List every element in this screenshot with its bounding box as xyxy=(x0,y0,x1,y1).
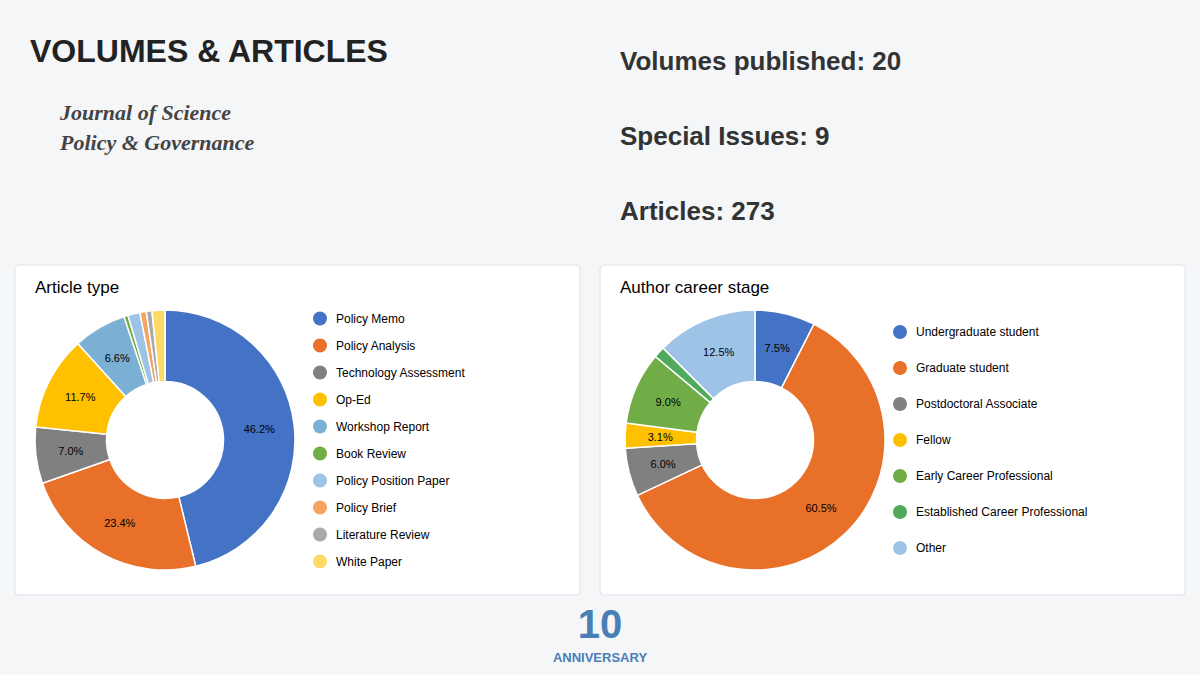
legend-swatch xyxy=(893,505,907,519)
chart-title: Article type xyxy=(35,278,119,297)
legend-label: Literature Review xyxy=(336,528,430,542)
legend-swatch xyxy=(893,433,907,447)
data-label: 9.0% xyxy=(656,396,681,408)
legend-label: Op-Ed xyxy=(336,393,371,407)
legend-item: Literature Review xyxy=(313,528,430,542)
legend-item: Book Review xyxy=(313,447,406,461)
legend-swatch xyxy=(893,325,907,339)
legend-item: Postdoctoral Associate xyxy=(893,397,1038,411)
legend-item: Workshop Report xyxy=(313,420,430,434)
legend-swatch xyxy=(313,474,327,488)
legend: Policy Memo Policy Analysis Technology Ass… xyxy=(313,312,465,569)
chart-title: Author career stage xyxy=(620,278,769,297)
legend-label: Undergraduate student xyxy=(916,325,1039,339)
legend-label: Technology Assessment xyxy=(336,366,465,380)
slice xyxy=(625,444,702,496)
slice xyxy=(42,459,195,570)
data-label: 12.5% xyxy=(703,346,734,358)
legend-label: Policy Position Paper xyxy=(336,474,449,488)
legend-swatch xyxy=(313,393,327,407)
legend-swatch xyxy=(313,366,327,380)
legend-item: White Paper xyxy=(313,555,402,569)
data-label: 7.5% xyxy=(765,342,790,354)
title: VOLUMES & ARTICLES xyxy=(30,33,388,69)
legend-item: Policy Analysis xyxy=(313,339,415,353)
anniversary-number: 10 xyxy=(578,602,623,646)
legend-label: Policy Memo xyxy=(336,312,405,326)
legend-swatch xyxy=(893,397,907,411)
subtitle: Journal of Science Policy & Governance xyxy=(59,100,255,155)
legend-swatch xyxy=(893,361,907,375)
legend-swatch xyxy=(893,541,907,555)
legend-label: Graduate student xyxy=(916,361,1009,375)
panel-background xyxy=(15,265,580,595)
legend-swatch xyxy=(313,555,327,569)
legend-swatch xyxy=(313,312,327,326)
panel-background xyxy=(600,265,1185,595)
legend-label: Workshop Report xyxy=(336,420,430,434)
legend-item: Established Career Professional xyxy=(893,505,1087,519)
legend-label: White Paper xyxy=(336,555,402,569)
legend-swatch xyxy=(893,469,907,483)
legend-item: Undergraduate student xyxy=(893,325,1039,339)
legend-label: Policy Brief xyxy=(336,501,397,515)
legend-swatch xyxy=(313,420,327,434)
legend-swatch xyxy=(313,339,327,353)
subtitle-line: Policy & Governance xyxy=(59,130,255,155)
legend-label: Postdoctoral Associate xyxy=(916,397,1038,411)
canvas: VOLUMES & ARTICLES Journal of Science Poli… xyxy=(0,0,1200,675)
data-label: 6.6% xyxy=(105,352,130,364)
legend-item: Technology Assessment xyxy=(313,366,465,380)
donut: 7.5% 60.5% 6.0% 3.1% 9.0% 12.5% xyxy=(625,310,885,570)
slice xyxy=(35,427,110,483)
data-label: 46.2% xyxy=(244,423,275,435)
legend-item: Early Career Professional xyxy=(893,469,1053,483)
legend-item: Policy Memo xyxy=(313,312,405,326)
stat-line: Special Issues: 9 xyxy=(620,121,830,151)
data-label: 60.5% xyxy=(805,502,836,514)
legend-label: Other xyxy=(916,541,946,555)
subtitle-line: Journal of Science xyxy=(59,100,231,125)
chart-panel: Article type 46.2% 23.4% 7.0% 11.7% 6.6% Polic… xyxy=(15,265,580,595)
legend-swatch xyxy=(313,447,327,461)
legend-item: Policy Brief xyxy=(313,501,397,515)
data-label: 7.0% xyxy=(58,445,83,457)
data-label: 11.7% xyxy=(65,391,96,403)
data-label: 3.1% xyxy=(648,431,673,443)
legend-swatch xyxy=(313,528,327,542)
legend-label: Book Review xyxy=(336,447,406,461)
stat-line: Volumes published: 20 xyxy=(620,46,901,76)
legend-item: Fellow xyxy=(893,433,951,447)
anniversary-text: ANNIVERSARY xyxy=(553,650,647,665)
data-label: 23.4% xyxy=(104,517,135,529)
legend-label: Fellow xyxy=(916,433,951,447)
legend-item: Op-Ed xyxy=(313,393,371,407)
legend-swatch xyxy=(313,501,327,515)
chart-panel: Author career stage 7.5% 60.5% 6.0% 3.1% 9.0%… xyxy=(600,265,1185,595)
legend-label: Established Career Professional xyxy=(916,505,1087,519)
legend-item: Policy Position Paper xyxy=(313,474,449,488)
data-label: 6.0% xyxy=(651,458,676,470)
legend-item: Graduate student xyxy=(893,361,1009,375)
donut: 46.2% 23.4% 7.0% 11.7% 6.6% xyxy=(35,310,295,570)
legend-item: Other xyxy=(893,541,946,555)
slice xyxy=(663,310,755,399)
slice xyxy=(152,310,165,382)
legend-label: Policy Analysis xyxy=(336,339,415,353)
legend: Undergraduate student Graduate student Pos… xyxy=(893,325,1087,555)
stat-line: Articles: 273 xyxy=(620,196,775,226)
legend-label: Early Career Professional xyxy=(916,469,1053,483)
